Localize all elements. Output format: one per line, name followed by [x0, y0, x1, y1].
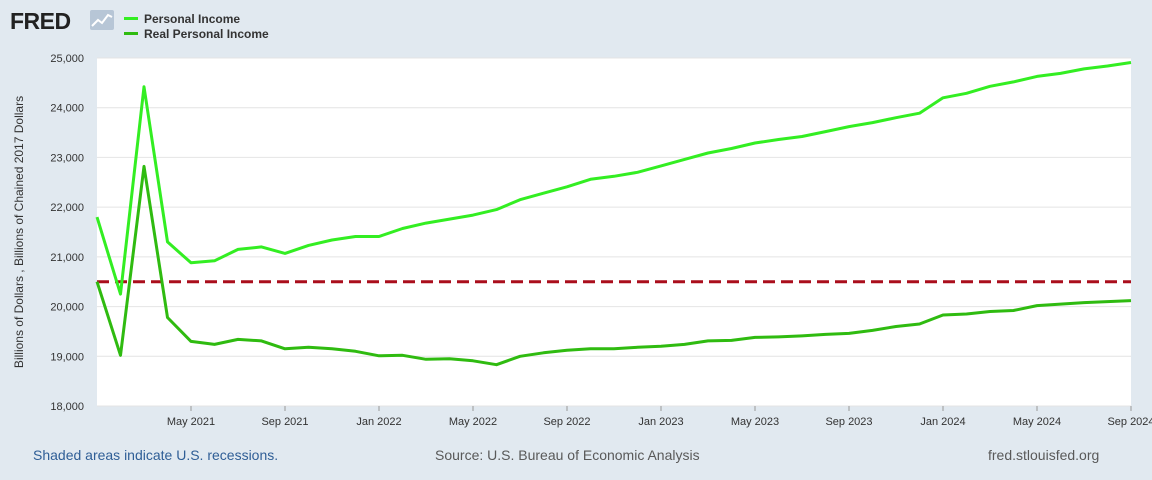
legend-item-personal-income[interactable]: Personal Income — [124, 11, 269, 26]
y-tick-label: 22,000 — [50, 202, 84, 214]
site-link[interactable]: fred.stlouisfed.org — [988, 447, 1100, 463]
legend-swatch-personal-income — [124, 17, 138, 20]
legend-item-real-personal-income[interactable]: Real Personal Income — [124, 26, 269, 41]
x-tick-label: May 2021 — [167, 416, 215, 428]
legend-swatch-real-personal-income — [124, 32, 138, 35]
fred-logo[interactable]: FRED — [10, 8, 71, 34]
y-tick-label: 25,000 — [50, 53, 84, 65]
y-axis-label: Billions of Dollars , Billions of Chaine… — [12, 96, 26, 368]
source-text: Source: U.S. Bureau of Economic Analysis — [435, 447, 700, 463]
recession-note[interactable]: Shaded areas indicate U.S. recessions. — [33, 447, 279, 463]
legend-label: Personal Income — [144, 11, 241, 26]
y-tick-label: 21,000 — [50, 252, 84, 264]
y-tick-label: 24,000 — [50, 103, 84, 115]
x-tick-label: May 2022 — [449, 416, 497, 428]
line-chart: 18,000 19,000 20,000 21,000 22,000 23,000 24,0… — [12, 53, 1152, 428]
x-tick-label: May 2024 — [1013, 416, 1061, 428]
y-tick-label: 19,000 — [50, 351, 84, 363]
chart-legend: Personal Income Real Personal Income — [124, 11, 269, 41]
y-tick-label: 23,000 — [50, 152, 84, 164]
x-tick-label: Jan 2024 — [920, 416, 965, 428]
plot-area — [97, 58, 1131, 406]
x-tick-label: Jan 2022 — [356, 416, 401, 428]
x-tick-label: Sep 2021 — [261, 416, 308, 428]
line-chart-icon — [90, 10, 114, 30]
y-tick-label: 18,000 — [50, 401, 84, 413]
legend-label: Real Personal Income — [144, 26, 269, 41]
x-tick-label: Sep 2023 — [825, 416, 872, 428]
x-tick-label: Sep 2024 — [1107, 416, 1152, 428]
x-tick-label: Jan 2023 — [638, 416, 683, 428]
series-line-real-personal-income — [95, 164, 1132, 367]
x-tick-label: Sep 2022 — [543, 416, 590, 428]
y-tick-label: 20,000 — [50, 302, 84, 314]
x-tick-label: May 2023 — [731, 416, 779, 428]
series-line-personal-income — [95, 61, 1132, 296]
